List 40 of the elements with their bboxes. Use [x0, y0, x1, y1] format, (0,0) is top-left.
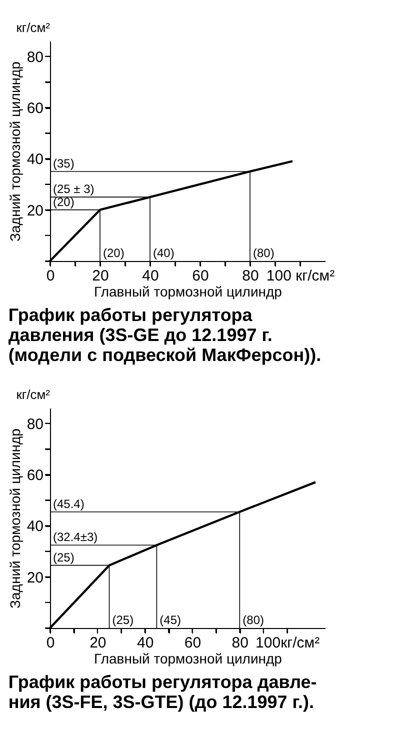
y-tick-label: 80	[26, 416, 44, 433]
annotation: (35)	[53, 156, 74, 170]
x-tick-label: 100 кг/см²	[266, 268, 335, 284]
x-axis-title: Главный тормозной цилиндр	[94, 284, 282, 300]
x-tick-label: 60	[192, 268, 209, 284]
y-tick-label: 20	[26, 569, 44, 586]
annotation: (25 ± 3)	[53, 182, 94, 196]
text: График работы регулятора давле- ния (3S-FE, 3S-GTE) (до 12.1997 г.).	[8, 672, 317, 712]
y-tick-label: 40	[26, 518, 44, 536]
annotation: (45.4)	[53, 496, 84, 511]
y-tick-label: 60	[26, 100, 44, 118]
x-tick-label: 100кг/см²	[256, 634, 320, 652]
x-tick-label: 0	[46, 268, 55, 284]
annotation: (45)	[160, 613, 182, 627]
x-tick-label: 80	[232, 634, 248, 652]
annotation: (25)	[53, 550, 74, 564]
x-tick-label: 40	[142, 268, 159, 284]
x-tick-label: 20	[92, 268, 109, 284]
annotation: (80)	[242, 613, 264, 627]
y-tick-label: 60	[26, 467, 44, 484]
annotation: (80)	[253, 246, 274, 260]
annotation: (20)	[53, 194, 74, 209]
x-tick-label: 80	[242, 268, 259, 284]
annotation: (40)	[153, 246, 174, 260]
x-axis-title: Главный тормозной цилиндр	[94, 650, 282, 666]
annotation: (32.4±3)	[53, 530, 98, 544]
y-axis-title: Задний тормозной цилиндр	[6, 428, 23, 608]
y-tick-label: 20	[26, 202, 44, 220]
annotation: (20)	[103, 246, 124, 260]
x-tick-label: 60	[184, 634, 202, 652]
x-tick-label: 20	[90, 634, 106, 652]
annotation: (25)	[112, 613, 134, 627]
text: кг/см²	[16, 387, 51, 402]
y-tick-label: 80	[26, 48, 44, 66]
x-tick-label: 40	[136, 634, 154, 652]
text: кг/см²	[16, 20, 51, 35]
x-tick-label: 0	[46, 634, 55, 652]
y-axis-title: Задний тормозной цилиндр	[6, 61, 23, 242]
y-tick-label: 40	[26, 151, 44, 168]
text: График работы регулятора давления (3S-GE до 12.1997 г. (модели с подвеской МакФерсон)).	[8, 305, 322, 365]
